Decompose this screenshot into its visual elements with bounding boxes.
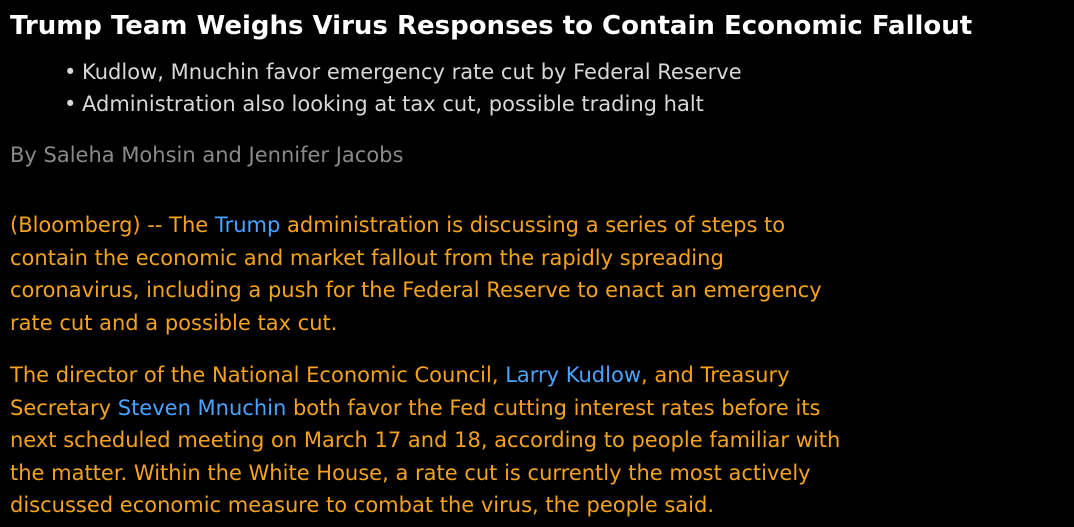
text-run: administration is discussing a series of… [280, 213, 786, 237]
paragraph-line: coronavirus, including a push for the Fe… [10, 278, 822, 302]
link-trump[interactable]: Trump [214, 213, 281, 237]
paragraph-line: The director of the National Economic Co… [10, 359, 1060, 392]
bullet-dot-icon: • [64, 92, 77, 116]
byline: By Saleha Mohsin and Jennifer Jacobs [10, 143, 404, 167]
paragraph-line: the matter. Within the White House, a ra… [10, 460, 811, 485]
summary-bullet-text: Kudlow, Mnuchin favor emergency rate cut… [82, 60, 742, 84]
text-run: both favor the Fed cutting interest rate… [286, 395, 821, 420]
paragraph-line: (Bloomberg) -- The Trump administration … [10, 209, 1060, 242]
summary-bullet: • Kudlow, Mnuchin favor emergency rate cu… [64, 56, 742, 88]
bullet-dot-icon: • [64, 60, 77, 84]
summary-bullet-text: Administration also looking at tax cut, … [82, 92, 704, 116]
text-run: , and Treasury [641, 363, 790, 387]
summary-bullet: • Administration also looking at tax cut,… [64, 88, 742, 120]
body-paragraph-1: (Bloomberg) -- The Trump administration … [10, 209, 1060, 339]
headline: Trump Team Weighs Virus Responses to Con… [10, 11, 973, 41]
summary-bullets: • Kudlow, Mnuchin favor emergency rate cu… [64, 56, 742, 120]
paragraph-line: Secretary Steven Mnuchin both favor the … [10, 392, 1060, 425]
paragraph-line: contain the economic and market fallout … [10, 245, 724, 270]
paragraph-line: next scheduled meeting on March 17 and 1… [10, 428, 841, 452]
text-run: Secretary [10, 395, 118, 420]
paragraph-line: rate cut and a possible tax cut. [10, 310, 338, 335]
link-larry-kudlow[interactable]: Larry Kudlow [505, 363, 641, 387]
link-steven-mnuchin[interactable]: Steven Mnuchin [117, 395, 287, 420]
body-paragraph-2: The director of the National Economic Co… [10, 359, 1060, 522]
paragraph-line: discussed economic measure to combat the… [10, 493, 715, 517]
text-run: The director of the National Economic Co… [10, 363, 506, 387]
text-run: (Bloomberg) -- The [10, 213, 215, 237]
